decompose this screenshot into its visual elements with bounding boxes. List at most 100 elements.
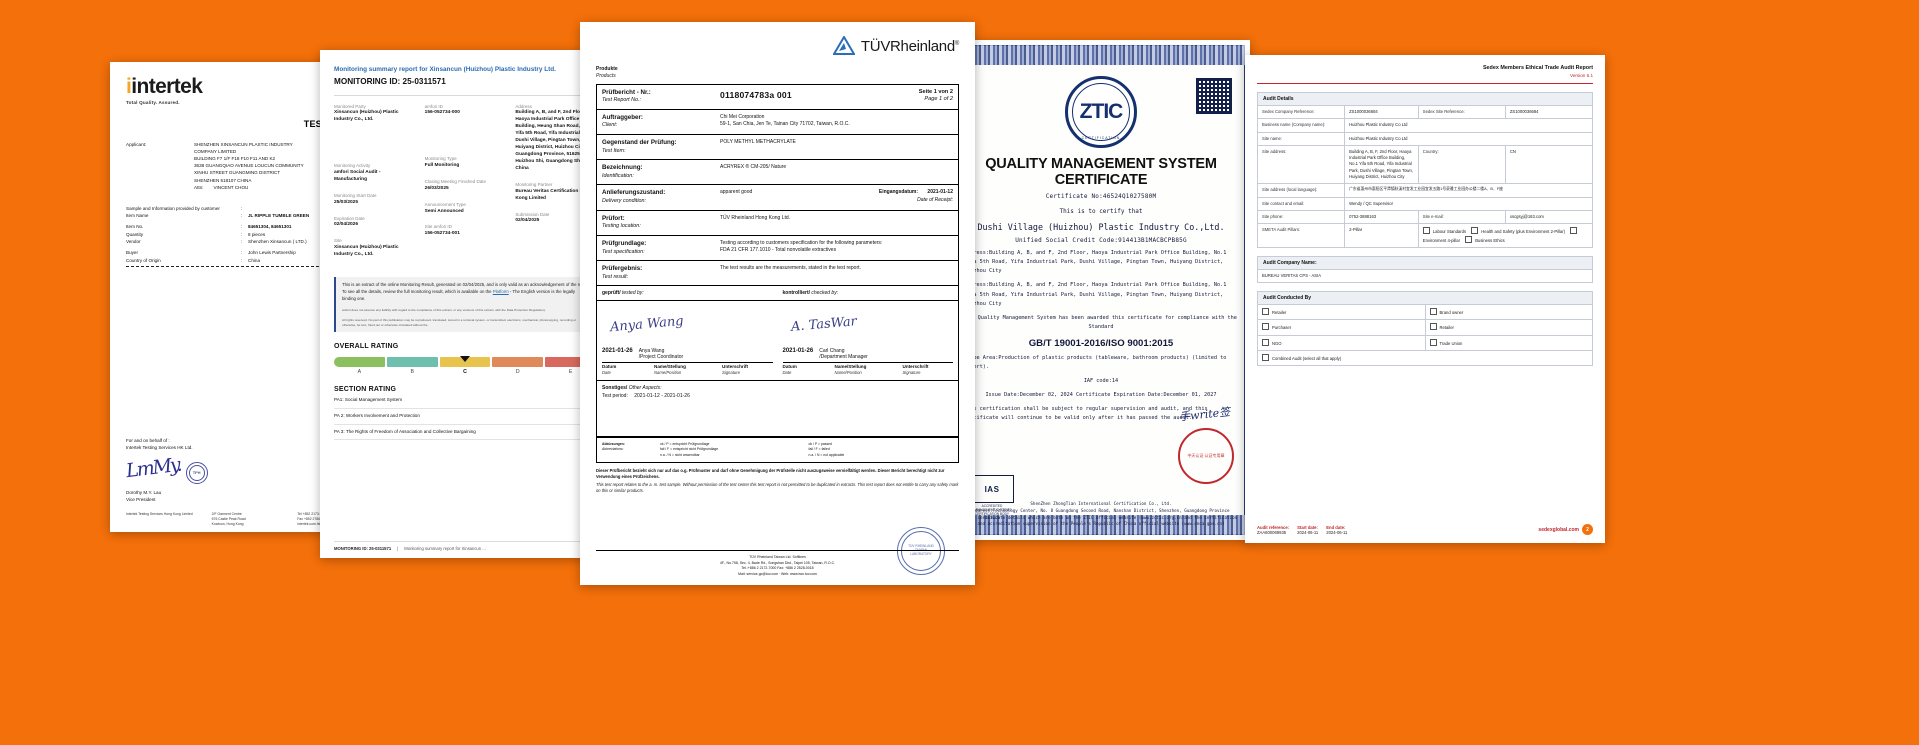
audit-details-heading: Audit Details xyxy=(1257,92,1593,105)
rating-label: B xyxy=(410,369,414,376)
row-label-de: Auftraggeber: xyxy=(602,113,643,121)
footer-address: 2/F Garment Centre 576 Castle Peak Road … xyxy=(211,511,246,526)
field-value: 02/04/2025 xyxy=(515,218,540,224)
audit-conducted-heading: Audit Conducted By xyxy=(1257,291,1593,305)
col-unterschrift: Unterschrift xyxy=(722,364,749,370)
sig-right-date: 2021-01-26 xyxy=(782,348,814,355)
cell-key: Site e-mail: xyxy=(1417,209,1506,225)
row-label-en: Identification: xyxy=(602,172,634,179)
qr-code-icon xyxy=(1196,78,1232,114)
overall-rating-heading: OVERALL RATING xyxy=(334,343,399,351)
row-label-en: Delivery condition: xyxy=(602,198,647,205)
tuv-triangle-icon xyxy=(832,36,855,55)
amfori-details-grid: Monitored Party Xinsancun (Huizhou) Plas… xyxy=(334,104,596,268)
cell-key: Site contact and email: xyxy=(1256,196,1346,211)
field-key: Monitored Party xyxy=(334,103,366,109)
conducted-option[interactable]: Trade Union xyxy=(1424,334,1593,352)
conducted-option[interactable]: Retailer xyxy=(1424,319,1593,336)
cell-key: Site address: xyxy=(1256,144,1346,185)
abbrev-item: fail / F = failed xyxy=(808,447,830,452)
signature-left: Anya Wang xyxy=(609,314,685,336)
company-stamp-icon: TFH xyxy=(185,462,208,484)
field-value: Xinsancun (Huizhou) Plastic Industry Co.… xyxy=(334,110,399,123)
certificate-number: Certificate No:46524Q1027580M xyxy=(1045,193,1157,200)
field-value: Bureau Veritas Certification Hong Kong L… xyxy=(515,188,592,201)
overall-rating-bar xyxy=(334,356,596,368)
rating-segment-c xyxy=(439,357,491,368)
checked-by-de: kontrolliert/ xyxy=(782,290,811,297)
receipt-date: 2021-01-12 xyxy=(927,189,953,196)
signature-row: Anya Wang 2021-01-26 Anya Wang/Project C… xyxy=(597,301,958,382)
cell-value: 2-Pillar xyxy=(1344,223,1419,248)
amfori-footer: MONITORING ID: 25-0311571 | Monitoring s… xyxy=(334,541,596,551)
table-row: Prüfbericht - Nr.: Test Report No.: 01180… xyxy=(597,85,958,110)
intertek-signer: Dorothy M.Y. Lau Vice President xyxy=(126,490,161,504)
field-key: Expiration Date xyxy=(334,215,365,221)
footer-text: Monitoring summary report for Xinsancun … xyxy=(404,546,486,551)
field-value: China xyxy=(248,257,261,263)
footer-id: MONITORING ID: 25-0311571 xyxy=(334,546,392,551)
row-label-de: Anlieferungszustand: xyxy=(602,189,666,197)
tuv-logo: TÜVRheinland® xyxy=(596,36,959,56)
pillar-checkbox[interactable]: Health and Safety (plus Environment 2-Pi… xyxy=(1471,227,1565,235)
pillar-checkbox[interactable]: Environment 4-pillar xyxy=(1423,227,1580,243)
sedex-badge: 2 xyxy=(1582,524,1593,535)
document-amfori-monitoring-report[interactable]: Monitoring summary report for Xinsancun … xyxy=(320,50,610,558)
document-ztic-certificate[interactable]: ZTIC CERTIFICATION QUALITY MANAGEMENT SY… xyxy=(952,40,1250,540)
page-en: Page 1 of 2 xyxy=(924,96,953,103)
abbrev-item: n.a. / N = nicht anwendbar xyxy=(660,452,700,457)
conducted-option[interactable]: Retailer xyxy=(1257,304,1426,321)
cell-key: SMETA Audit Pillars: xyxy=(1256,223,1346,248)
row-label-de: Prüfbericht - Nr.: xyxy=(602,88,651,96)
audit-conducted-table: Retailer Brand owner Purchaser Retailer … xyxy=(1257,304,1593,367)
pillar-checkbox[interactable]: Business Ethics xyxy=(1465,235,1505,243)
document-sedex-audit-report[interactable]: Sedex Members Ethical Trade Audit Report… xyxy=(1245,55,1605,543)
applicant-line: XINHU STREET GUANGMING DISTRICT xyxy=(194,170,281,176)
cell-key: Site address (local language): xyxy=(1256,183,1346,198)
field-key: Monitoring Type xyxy=(424,156,457,162)
applicant-line: SHENZHEN XINSANCUN PLASTIC INDUSTRY xyxy=(194,142,293,147)
address-2: Address:Building A, B, and F, 2nd Floor,… xyxy=(964,282,1227,307)
cell-key: Site name: xyxy=(1256,131,1346,146)
applicant-line: SHENZHEN 518107 CHINA xyxy=(194,177,252,183)
conducted-option[interactable]: Combined Audit (select all that apply) xyxy=(1257,350,1593,367)
audit-company-table: BUREAU VERITAS CPS - ASIA xyxy=(1257,268,1593,284)
attn-value: VINCENT CHOU xyxy=(213,184,249,190)
field-key: Announcement Type xyxy=(424,201,466,207)
rating-label: C xyxy=(463,369,467,376)
conducted-option[interactable]: NGO xyxy=(1257,334,1426,352)
field-value: 25/03/2025 xyxy=(334,199,359,205)
other-de: Sonstiges/ xyxy=(602,385,628,392)
table-row: Auftraggeber: Client: Chi Mei Corporation… xyxy=(597,110,958,135)
ornament-bottom xyxy=(957,515,1245,535)
field-value: Full Monitoring xyxy=(424,163,460,169)
conducted-option[interactable]: Brand owner xyxy=(1424,304,1593,321)
table-row: NGO Trade Union xyxy=(1257,334,1593,352)
abbrev-title-en: Abbreviations: xyxy=(602,447,624,452)
conducted-option[interactable]: Purchaser xyxy=(1257,319,1426,336)
amfori-extract-note: This is an extract of the online Monitor… xyxy=(334,277,596,333)
col-name: Name/Stellung xyxy=(834,364,867,370)
fine-print-1: amfori does not assume any liability wit… xyxy=(342,307,546,312)
field-key: Address xyxy=(515,103,532,109)
abbreviations-row: Abkürzungen: Abbreviations: ok / P = ents… xyxy=(597,437,958,461)
table-row: Anlieferungszustand: Delivery condition: … xyxy=(597,185,958,211)
cell-value: ZS1000036684 xyxy=(1344,104,1419,120)
field-label: Item Name xyxy=(126,213,149,219)
field-value: 02/04/2026 xyxy=(334,222,359,228)
applicant-line: BUILDING F7 1/F F18 F10 F11 AND K2 xyxy=(194,156,276,162)
platform-link[interactable]: Platform xyxy=(492,288,509,294)
pillar-checkbox[interactable]: Labour Standards xyxy=(1422,227,1466,235)
section-rating-row: PA 3: The Rights of Freedom of Associati… xyxy=(334,425,596,441)
ornament-top xyxy=(957,45,1245,65)
sig-right-name: Carl Chang xyxy=(819,348,845,355)
cell-value-local: 广东省惠州市惠阳区平潭镇秋溪村宜发工业园宜发五路1号豪雅工业园办公楼二楼A、B、… xyxy=(1344,183,1593,198)
identification-value: ACRYREX ® CM-205/ Nature xyxy=(720,164,787,171)
receipt-label-en: Date of Receipt: xyxy=(917,196,953,203)
signer-title: Vice President xyxy=(126,497,156,503)
rating-segment-a xyxy=(334,357,385,368)
cell-value: Wendy / QC Supervisor xyxy=(1344,196,1593,211)
cell-value: xscgsyj@163.com xyxy=(1504,209,1594,225)
abbrev-item: ok / P = passed xyxy=(808,442,832,447)
document-tuv-test-report[interactable]: TÜVRheinland® Produkte Products Prüfberic… xyxy=(580,22,975,585)
